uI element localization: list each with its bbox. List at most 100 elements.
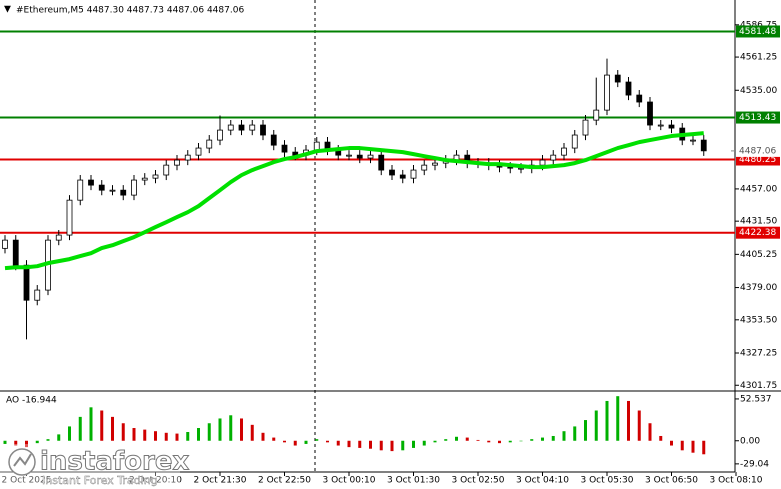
ao-bar [229,415,233,441]
y-tick-label: 4431.50 [740,217,777,227]
ao-bar [648,423,652,441]
candle-body [98,184,105,191]
ao-bar [476,439,480,441]
ao-bar [401,440,405,451]
ao-bar [68,426,71,441]
current-price-label: 4487.06 [739,146,776,156]
ao-bar [283,440,286,443]
candle-body [614,74,621,83]
logo-icon [8,448,36,476]
y-tick-label: 4379.00 [740,283,777,293]
ao-bar [465,437,469,441]
candle-body [174,159,180,166]
candle-body [34,289,41,301]
ao-bar [519,440,523,442]
ao-bar [551,435,555,441]
candle-body [668,124,675,129]
logo-text: instaforex [40,447,190,477]
ao-bar [218,418,222,441]
x-tick-label: 2 Oct 20:10 [129,476,182,486]
candle-body [432,162,438,166]
candle-body [550,154,557,161]
ao-bar [261,432,265,441]
ao-bar [573,426,577,441]
arrow-icon: ▼ [4,5,11,15]
y-tick-label: 4457.00 [740,184,777,194]
candle-body [23,264,30,301]
ao-bar [347,440,351,448]
candle-body [647,101,653,126]
ao-bar [89,407,93,441]
ao-bar [197,428,200,441]
ao-bar [369,440,372,449]
y2-tick-label: -29.04 [740,459,769,469]
candle-body [77,179,84,201]
ao-bar [390,440,394,452]
ao-bar [444,439,448,441]
ao-bar [57,434,61,441]
candle-body [657,124,664,127]
ao-bar [175,433,179,441]
ao-bar [541,437,544,441]
ao-bar [132,428,136,441]
candle-body [313,141,320,151]
candle-body [184,154,191,161]
level-label: 4581.48 [739,27,776,37]
ao-bar [25,440,28,448]
candle-body [217,129,223,141]
ao-bar [498,440,501,444]
candle-body [270,134,277,146]
x-tick-label: 3 Oct 05:30 [581,476,634,486]
y-tick-label: 4586.75 [740,20,777,30]
candle-body [399,174,406,179]
candle-body [227,124,234,131]
level-label-box [736,111,780,124]
candle-body [249,124,256,131]
ao-bar [659,435,663,441]
ao-bar [186,432,190,441]
y2-tick-label: 0.00 [740,436,760,446]
x-tick-label: 3 Oct 08:10 [710,476,763,486]
x-tick-label: 3 Oct 04:10 [516,476,569,486]
y-tick-label: 4327.25 [740,349,777,359]
ao-bar [562,431,566,441]
level-label-box [736,226,780,239]
ao-bar [35,440,39,444]
candle-body [367,154,374,159]
candle-body [389,169,395,176]
y-tick-label: 4353.50 [740,315,777,325]
y2-tick-label: 52.537 [740,394,772,404]
candle-body [163,164,170,176]
candle-body [410,169,417,179]
level-label: 4422.38 [739,228,776,238]
ao-bar [379,440,383,451]
level-label: 4480.25 [739,155,776,165]
candle-body [120,189,127,196]
ao-bar [293,440,297,446]
ao-bar [422,440,426,446]
indicator-title: AO -16.944 [6,396,57,406]
current-price-box [736,144,780,157]
ao-bar [594,410,598,441]
marks: 4586.75 4561.25 4535.00 4457.00 4431.50 4405.… [0,20,780,486]
ao-bar [358,440,362,448]
y-tick-label: 4561.25 [740,53,777,63]
logo: instaforex Instant Forex Trading [0,444,190,489]
ao-bar [584,420,587,441]
x-tick-label: 2 Oct 22:50 [258,476,311,486]
candle-body [593,109,600,121]
candle-body [582,119,589,136]
ao-bar [3,440,7,444]
y-tick-label: 4301.75 [740,381,777,391]
candle-body [260,124,266,136]
candle-body [88,179,94,186]
ao-bar [680,440,684,451]
ao-bar [315,439,319,441]
ao-bar [14,440,18,446]
candle-body [206,139,213,149]
ao-bar [78,416,82,441]
candle-body [346,154,352,157]
ao-bar [304,440,308,444]
ao-bar [627,400,630,441]
